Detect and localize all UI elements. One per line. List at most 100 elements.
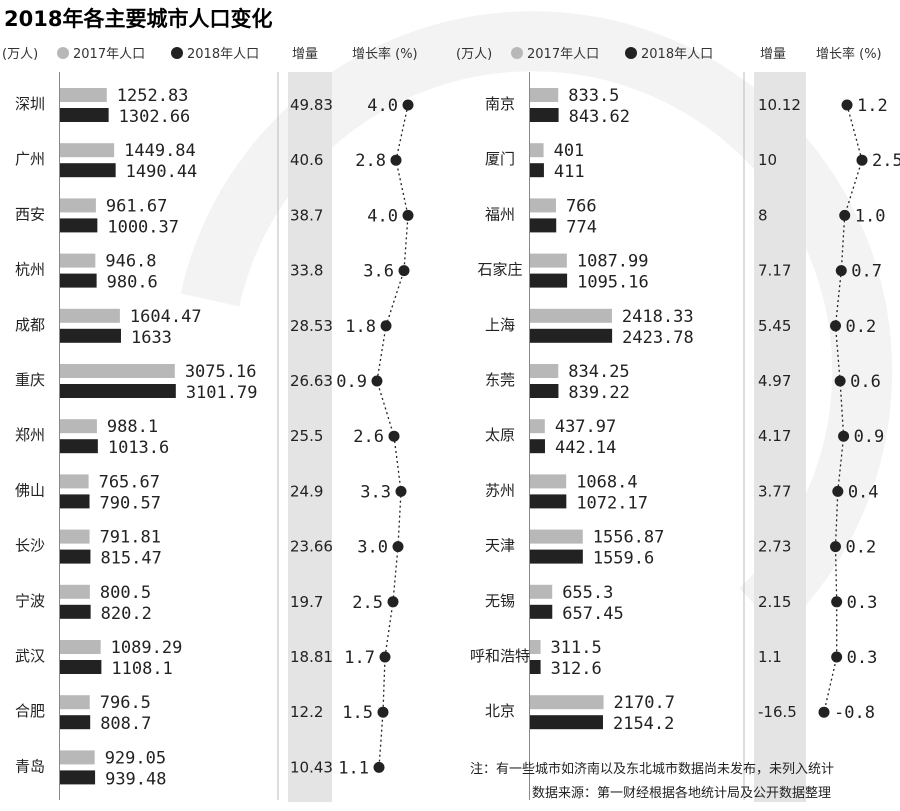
legend-2017-label: 2017年人口 <box>73 47 145 62</box>
legend-2018-label: 2018年人口 <box>187 47 259 62</box>
category-label: 广州 <box>15 150 45 168</box>
growth-rate-point <box>402 209 414 221</box>
category-label: 天津 <box>485 537 515 555</box>
bar-2018 <box>530 715 603 730</box>
bar-2017 <box>530 474 567 489</box>
growth-rate-point <box>380 320 392 332</box>
value-label-2018: 1108.1 <box>111 659 172 679</box>
value-label-2018: 815.47 <box>100 549 161 569</box>
value-label-2018: 774 <box>566 217 597 237</box>
unit-label: (万人) <box>2 47 38 62</box>
bar-2017 <box>60 364 175 378</box>
increase-label: -16.5 <box>758 703 797 721</box>
value-label-2018: 657.45 <box>562 604 623 624</box>
increase-header: 增量 <box>760 47 786 62</box>
bar-2018 <box>530 218 557 233</box>
category-label: 太原 <box>485 426 515 444</box>
growth-rate-point <box>371 375 383 387</box>
bar-2017 <box>530 143 544 158</box>
increase-label: 33.8 <box>290 262 323 280</box>
growth-rate-point <box>834 375 846 387</box>
growth-rate-label: 0.2 <box>846 538 877 558</box>
value-label-2017: 1449.84 <box>124 141 196 161</box>
bar-2018 <box>60 108 109 122</box>
category-label: 长沙 <box>15 537 45 555</box>
value-label-2017: 1252.83 <box>117 86 189 106</box>
growth-rate-point <box>831 651 843 663</box>
value-label-2017: 946.8 <box>105 252 156 272</box>
growth-rate-point <box>379 651 391 663</box>
value-label-2018: 1095.16 <box>577 273 649 293</box>
value-label-2017: 2170.7 <box>614 693 675 713</box>
category-label: 西安 <box>15 205 45 223</box>
value-label-2018: 312.6 <box>551 659 602 679</box>
growth-rate-label: 1.1 <box>338 758 369 778</box>
increase-label: 18.81 <box>290 648 333 666</box>
value-label-2018: 1490.44 <box>126 162 198 182</box>
legend-2017-label: 2017年人口 <box>527 47 599 62</box>
bar-2018 <box>60 770 96 785</box>
legend-2018-swatch <box>625 47 637 59</box>
bar-2018 <box>530 163 544 178</box>
value-label-2017: 929.05 <box>105 748 166 768</box>
bar-2017 <box>60 88 107 102</box>
value-label-2017: 765.67 <box>99 472 160 492</box>
bar-2018 <box>530 384 559 398</box>
value-label-2017: 988.1 <box>107 417 158 437</box>
growth-rate-point <box>390 154 402 166</box>
legend-2018-swatch <box>171 47 183 59</box>
value-label-2017: 766 <box>566 196 597 216</box>
value-label-2018: 808.7 <box>100 714 151 734</box>
category-label: 深圳 <box>15 95 45 113</box>
growth-rate-point <box>832 485 844 497</box>
bar-2018 <box>530 108 559 122</box>
growth-rate-label: 2.8 <box>355 151 386 171</box>
value-label-2017: 2418.33 <box>622 307 694 327</box>
category-label: 上海 <box>485 316 515 334</box>
category-label: 杭州 <box>15 261 45 279</box>
value-label-2018: 980.6 <box>107 273 158 293</box>
bar-2017 <box>530 308 612 323</box>
unit-label: (万人) <box>456 47 492 62</box>
increase-header: 增量 <box>292 47 318 62</box>
bar-2017 <box>60 253 96 268</box>
increase-label: 1.1 <box>758 648 782 666</box>
growth-rate-label: 3.0 <box>357 538 388 558</box>
value-label-2018: 1072.17 <box>576 493 648 513</box>
bar-2018 <box>60 494 90 509</box>
bar-2017 <box>60 695 90 710</box>
bar-2018 <box>530 660 541 674</box>
value-label-2018: 3101.79 <box>186 383 258 403</box>
value-label-2018: 1302.66 <box>119 107 191 127</box>
increase-label: 10 <box>758 151 777 169</box>
category-label: 呼和浩特 <box>470 647 530 665</box>
bar-2017 <box>530 584 553 599</box>
growth-rate-label: 1.5 <box>342 703 373 723</box>
increase-label: 4.97 <box>758 372 791 390</box>
increase-label: 19.7 <box>290 593 323 611</box>
bar-2017 <box>530 529 583 544</box>
bar-2017 <box>60 640 101 654</box>
increase-label: 7.17 <box>758 262 791 280</box>
growth-rate-point <box>835 265 847 277</box>
source-text: 数据来源：第一财经根据各地统计局及公开数据整理 <box>532 785 831 801</box>
increase-label: 8 <box>758 206 768 224</box>
growth-rate-point <box>392 541 404 553</box>
increase-label: 2.15 <box>758 593 791 611</box>
growth-rate-point <box>402 99 414 111</box>
growth-rate-label: 0.9 <box>336 372 367 392</box>
value-label-2017: 796.5 <box>100 693 151 713</box>
category-label: 合肥 <box>15 702 45 720</box>
value-label-2017: 834.25 <box>568 362 629 382</box>
increase-label: 10.43 <box>290 758 333 776</box>
value-label-2018: 820.2 <box>101 604 152 624</box>
bar-2018 <box>530 549 583 564</box>
bar-2017 <box>60 584 90 599</box>
value-label-2017: 437.97 <box>555 417 616 437</box>
growth-rate-point <box>377 706 389 718</box>
growth-rate-point <box>841 99 853 111</box>
